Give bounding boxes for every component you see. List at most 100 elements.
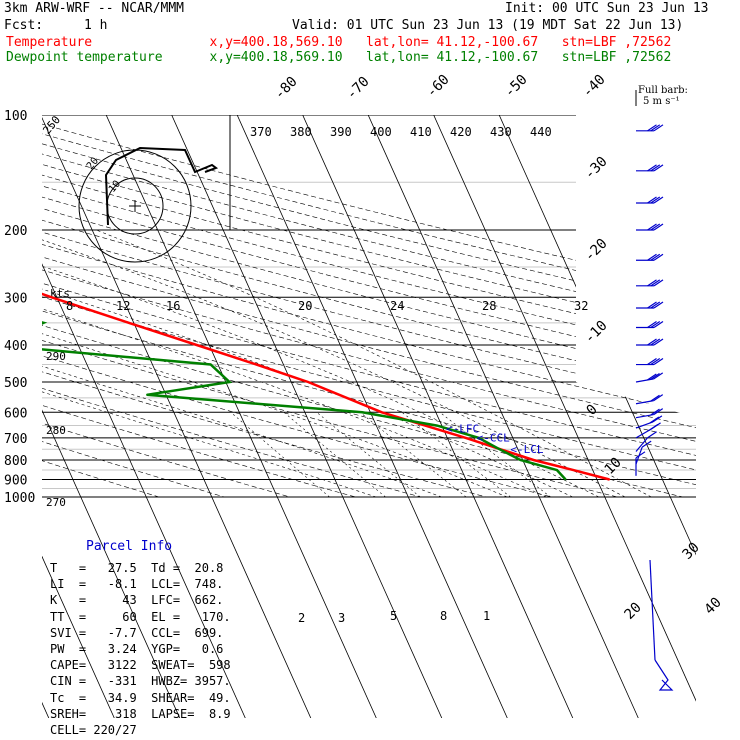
isotherm-10 bbox=[236, 115, 508, 718]
wind-barb-flag bbox=[653, 301, 664, 309]
wind-barb-flag bbox=[650, 394, 660, 402]
moist-adiabat bbox=[42, 229, 573, 498]
dewpoint-point-650 bbox=[436, 424, 438, 427]
wind-barb-flag bbox=[653, 394, 664, 402]
mixing-ratio-label-5: 5 bbox=[390, 609, 397, 623]
dewpoint-point-700 bbox=[477, 437, 480, 439]
wind-barb-flag bbox=[647, 358, 657, 366]
annotation-lcl: <-LCL bbox=[510, 443, 543, 456]
pressure-label-700: 700 bbox=[4, 432, 27, 447]
theta-e-label-430: 430 bbox=[490, 125, 512, 139]
forecast-value: 1 h bbox=[84, 18, 108, 33]
wind-barb-flag bbox=[652, 415, 663, 423]
theta-e-label-400: 400 bbox=[370, 125, 392, 139]
wind-barb-flag bbox=[650, 338, 661, 346]
wind-barb-flag bbox=[647, 321, 657, 329]
dry-adiabat bbox=[42, 115, 422, 498]
mixing-ratio-line-3 bbox=[316, 412, 421, 498]
pressure-label-200: 200 bbox=[4, 224, 27, 239]
wind-legend-value: 5 m s⁻¹ bbox=[643, 96, 680, 107]
dry-adiabat bbox=[42, 115, 696, 498]
dry-adiabat bbox=[42, 115, 696, 498]
mixing-ratio-label-8: 8 bbox=[66, 299, 73, 313]
theta-e-label-420: 420 bbox=[450, 125, 472, 139]
wind-barb-flag bbox=[653, 279, 664, 287]
wind-barb-flag bbox=[653, 408, 664, 416]
parcel-info-row: CELL= 220/27 bbox=[50, 723, 137, 737]
parcel-info-row: CAPE= 3122 SWEAT= 598 bbox=[50, 658, 231, 673]
dry-adiabat bbox=[42, 115, 696, 498]
temperature-point-300 bbox=[50, 296, 53, 299]
mixing-ratio-label-20: 20 bbox=[298, 299, 312, 313]
wind-barb-flag bbox=[649, 416, 660, 424]
dewpoint-point-850 bbox=[556, 469, 558, 471]
dry-adiabat bbox=[42, 115, 225, 498]
wind-barb-flag bbox=[647, 223, 657, 231]
wind-barb-flag bbox=[647, 279, 657, 287]
dewpoint-point-500 bbox=[228, 381, 231, 383]
dewpoint-point-600 bbox=[361, 411, 364, 414]
wind-barb-flag bbox=[653, 124, 664, 132]
dry-adiabat bbox=[42, 115, 696, 498]
temperature-point-850 bbox=[572, 469, 575, 471]
wind-barb-flag bbox=[653, 223, 664, 231]
wind-barb-flag bbox=[650, 301, 661, 309]
pressure-label-100: 100 bbox=[4, 109, 27, 124]
wind-barb-flag bbox=[635, 451, 646, 459]
pressure-label-500: 500 bbox=[4, 376, 27, 391]
forecast-label: Fcst: bbox=[4, 18, 44, 33]
isotherm-label--10: -10 bbox=[582, 318, 611, 347]
parcel-info-row: TT = 60 EL = 170. bbox=[50, 609, 231, 624]
theta-e-label-440: 440 bbox=[530, 125, 552, 139]
theta-e-label-410: 410 bbox=[410, 125, 432, 139]
temperature-point-400 bbox=[195, 344, 198, 346]
isotherm-label--50: -50 bbox=[502, 72, 531, 101]
wind-barb-flag bbox=[653, 338, 664, 346]
wind-barb-flag bbox=[653, 164, 664, 172]
dewpoint-point-750 bbox=[498, 448, 501, 451]
theta-label-250: 250 bbox=[40, 113, 63, 137]
isotherm-label--40: -40 bbox=[580, 72, 609, 101]
pressure-label-300: 300 bbox=[4, 291, 27, 306]
isotherm--10 bbox=[105, 115, 377, 718]
parcel-info-row: CIN = -331 HWBZ= 3957. bbox=[50, 674, 231, 689]
wind-barb-flag bbox=[653, 321, 664, 329]
wind-barb-flag bbox=[650, 196, 661, 204]
mixing-ratio-line-12 bbox=[439, 412, 551, 498]
theta-e-label-370: 370 bbox=[250, 125, 272, 139]
wind-barb-flag bbox=[650, 321, 661, 329]
parcel-info-row: T = 27.5 Td = 20.8 bbox=[50, 561, 224, 575]
temperature-point-600 bbox=[381, 411, 383, 414]
wind-barb-flag bbox=[650, 358, 661, 366]
wind-barb-flag bbox=[647, 373, 657, 381]
mixing-ratio-label-24: 24 bbox=[390, 299, 404, 313]
wind-barb-flag bbox=[650, 372, 660, 380]
mixing-ratio-label-8: 8 bbox=[440, 609, 447, 623]
isotherm-20 bbox=[302, 115, 574, 718]
isotherm-label-0: 0 bbox=[584, 402, 601, 419]
isotherm-label--70: -70 bbox=[344, 74, 373, 103]
isotherm-30 bbox=[367, 115, 639, 718]
hodograph-ring-label-20: 20 bbox=[85, 156, 101, 172]
parcel-info-row: K = 43 LFC= 662. bbox=[50, 593, 224, 608]
profile-series bbox=[42, 115, 611, 481]
wind-barb-flag bbox=[647, 338, 657, 346]
dry-adiabat bbox=[42, 115, 696, 498]
mixing-ratio-label-2: 2 bbox=[298, 611, 305, 625]
wind-barb-flag bbox=[653, 253, 664, 261]
isotherm--30 bbox=[42, 115, 246, 718]
dry-adiabat bbox=[42, 115, 696, 498]
wind-barb-cluster bbox=[654, 659, 674, 691]
temperature-point-500 bbox=[307, 381, 309, 383]
wind-barb-flag bbox=[653, 196, 664, 204]
wind-barb-760 bbox=[635, 437, 649, 452]
isotherm-40 bbox=[433, 115, 696, 718]
isotherm-50 bbox=[498, 115, 696, 718]
wind-barb-flag bbox=[650, 408, 660, 416]
dry-adiabat bbox=[42, 115, 696, 498]
init-time: Init: 00 UTC Sun 23 Jun 13 bbox=[505, 1, 709, 16]
isotherm-label--20: -20 bbox=[582, 236, 611, 265]
parcel-info-row: PW = 3.24 YGP= 0.6 bbox=[50, 642, 224, 656]
dry-adiabat bbox=[42, 115, 696, 498]
